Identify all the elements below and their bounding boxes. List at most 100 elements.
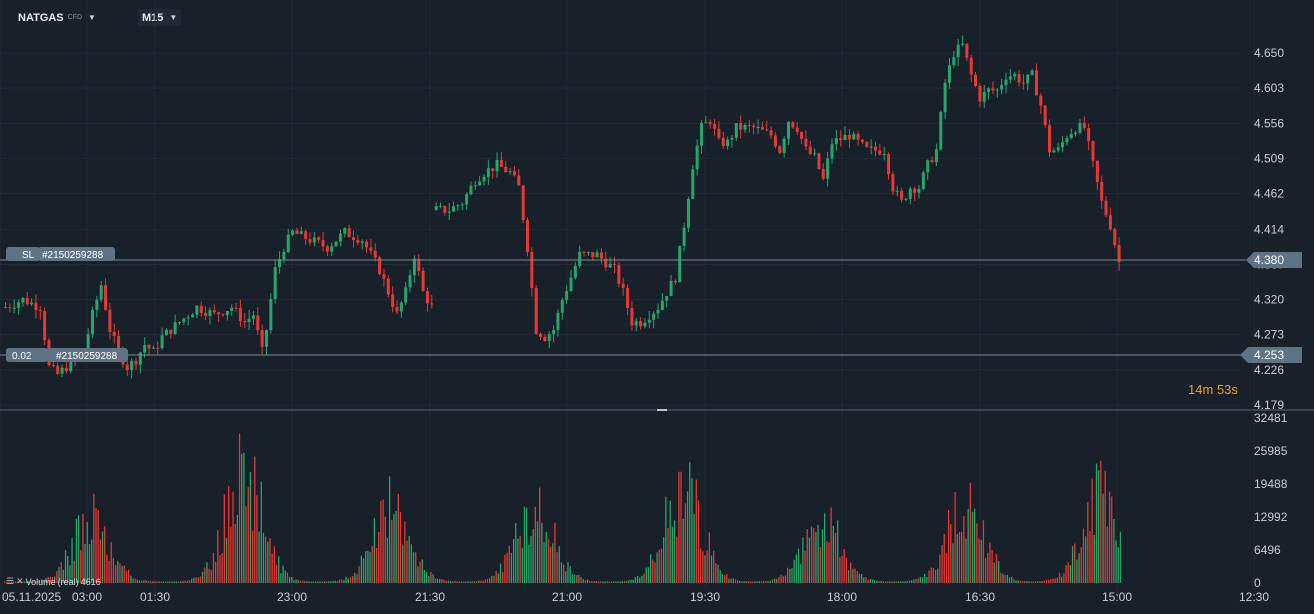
pane-resize-handle[interactable]	[657, 409, 667, 411]
volume-bar	[101, 531, 104, 583]
candle-body	[565, 290, 569, 300]
volume-bar	[467, 581, 469, 583]
candle-body	[465, 194, 469, 205]
volume-bar	[832, 525, 834, 583]
candle-body	[299, 231, 303, 234]
candle-body	[795, 127, 799, 132]
volume-legend[interactable]: ☰ ✕ Volume (real) 4616	[6, 576, 101, 587]
symbol-selector[interactable]: NATGAS CFD ▼	[18, 9, 96, 26]
candle-body	[869, 146, 873, 148]
volume-bar	[1004, 574, 1006, 583]
volume-bar	[162, 581, 165, 583]
volume-bar	[571, 574, 573, 583]
candle-body	[617, 264, 621, 284]
volume-bar	[860, 574, 863, 583]
volume-bar	[186, 580, 188, 583]
volume-bar	[652, 559, 654, 583]
volume-bar	[871, 579, 874, 583]
volume-bar	[60, 562, 62, 583]
volume-bar	[580, 576, 582, 583]
entry-tag[interactable]: 0.02 #2150259288	[6, 348, 128, 362]
volume-bar	[132, 578, 134, 583]
volume-bar	[989, 542, 991, 583]
volume-bar	[234, 524, 236, 583]
volume-bar	[808, 537, 811, 583]
timeframe-selector[interactable]: M15 ▼	[138, 9, 182, 26]
candle-body	[808, 146, 812, 154]
sl-price: 4.380	[1254, 253, 1284, 267]
volume-bar	[1056, 577, 1058, 583]
volume-bar	[471, 581, 473, 583]
candle-body	[439, 205, 442, 207]
volume-bar	[891, 581, 893, 583]
sl-tag[interactable]: SL #2150259288	[6, 247, 115, 261]
volume-bar	[623, 580, 626, 583]
settings-icon[interactable]: ☰	[6, 576, 15, 586]
volume-bar	[328, 581, 330, 583]
volume-bar	[445, 580, 447, 583]
volume-bar	[271, 553, 273, 583]
volume-bar	[17, 581, 19, 583]
volume-bar	[236, 514, 239, 583]
volume-tick-label: 25985	[1254, 444, 1288, 458]
volume-bar	[782, 576, 784, 583]
volume-bar	[795, 554, 797, 583]
volume-bar	[71, 538, 73, 583]
volume-bar	[295, 579, 297, 583]
volume-bar	[352, 576, 354, 583]
candle-body	[143, 344, 147, 353]
time-tick-label: 16:30	[965, 590, 995, 604]
volume-bar	[924, 573, 926, 583]
volume-bar	[415, 552, 417, 583]
volume-bar	[939, 554, 941, 583]
volume-bar	[645, 567, 647, 583]
volume-bar	[769, 580, 771, 583]
volume-bar	[519, 535, 521, 583]
volume-bar	[910, 580, 913, 583]
volume-bar	[595, 581, 597, 583]
volume-bar	[127, 569, 130, 583]
volume-bar	[971, 511, 974, 583]
volume-bar	[175, 581, 178, 583]
volume-bar	[976, 523, 978, 583]
volume-bar	[349, 577, 352, 583]
candle-body	[1108, 215, 1112, 230]
candle-body	[765, 129, 769, 131]
candle-body	[265, 330, 268, 347]
candle-body	[652, 313, 656, 320]
candle-body	[543, 336, 547, 342]
close-icon[interactable]: ✕	[16, 576, 24, 586]
candle-body	[12, 307, 16, 309]
volume-bar	[288, 576, 291, 583]
volume-bar	[475, 581, 478, 583]
candle-body	[539, 333, 543, 337]
volume-bar	[1102, 493, 1104, 583]
volume-bar	[423, 569, 426, 583]
volume-bar	[965, 538, 967, 583]
volume-bar	[1058, 572, 1061, 583]
volume-bar	[460, 581, 463, 583]
volume-bar	[138, 580, 141, 583]
candle-body	[334, 241, 338, 247]
candle-body	[365, 241, 369, 248]
candle-body	[199, 305, 203, 314]
volume-bar	[406, 540, 408, 583]
candle-body	[952, 57, 956, 66]
volume-bar	[69, 565, 71, 583]
candle-body	[386, 278, 390, 295]
volume-bar	[145, 580, 147, 583]
candle-body	[1082, 122, 1086, 128]
candle-body	[756, 126, 760, 128]
volume-bar	[847, 570, 850, 583]
volume-bar	[486, 578, 489, 583]
volume-bar	[114, 565, 117, 583]
volume-bar	[676, 536, 678, 583]
volume-bar	[210, 569, 212, 583]
volume-bar	[338, 579, 341, 583]
volume-bar	[1104, 470, 1106, 583]
candle-body	[908, 188, 912, 199]
volume-bar	[1078, 553, 1080, 583]
volume-bar	[21, 581, 23, 583]
volume-bar	[876, 580, 878, 583]
